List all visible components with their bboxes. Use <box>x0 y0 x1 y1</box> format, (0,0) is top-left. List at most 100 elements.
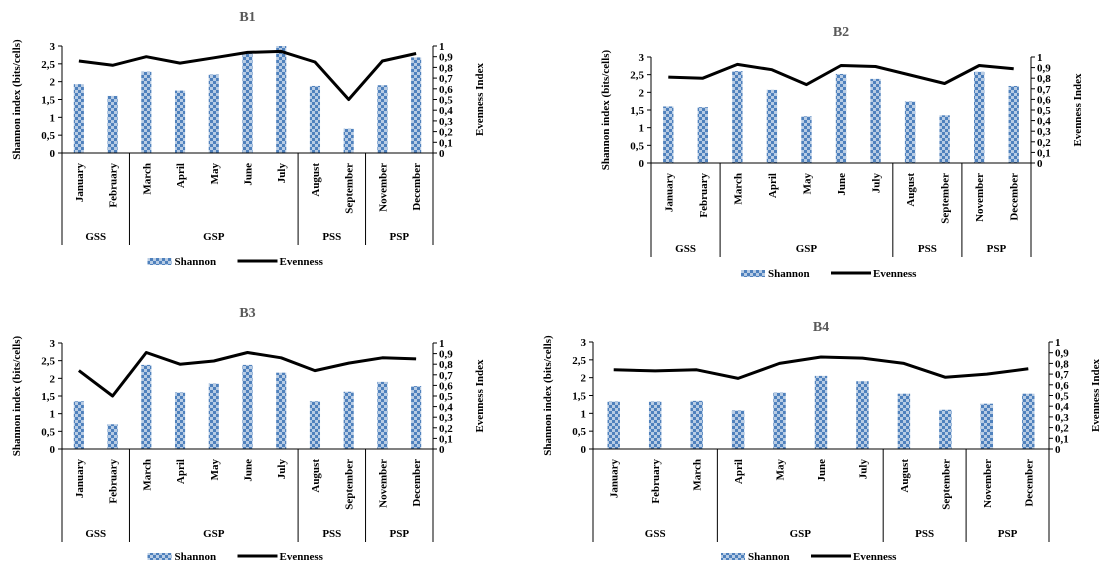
y2-tick-label: 0,6 <box>439 84 453 96</box>
shannon-bar <box>276 46 287 153</box>
y2-tick-label: 0,8 <box>1037 73 1051 85</box>
month-label: July <box>871 173 883 194</box>
month-label: April <box>175 163 187 188</box>
month-label: May <box>209 459 221 481</box>
month-label: March <box>141 459 153 491</box>
shannon-bar <box>343 128 354 153</box>
y-tick-label: 2 <box>50 77 56 89</box>
y2-tick-label: 0,7 <box>1055 369 1069 381</box>
month-label: January <box>609 459 621 499</box>
y-tick-label: 1,5 <box>572 391 586 403</box>
month-label: May <box>801 173 813 195</box>
chart-title: B4 <box>813 320 829 335</box>
y-tick-label: 3 <box>50 338 56 350</box>
shannon-bar <box>107 424 118 449</box>
chart-title: B1 <box>239 10 255 25</box>
month-label: August <box>899 459 911 493</box>
group-label: GSP <box>796 243 818 255</box>
month-label: May <box>209 163 221 185</box>
y-axis-title: Shannon index (bits/cells) <box>542 335 554 456</box>
y-axis-title: Shannon index (bits/cells) <box>11 39 23 160</box>
y2-tick-label: 0,9 <box>439 52 453 64</box>
y-tick-label: 2,5 <box>630 70 644 82</box>
legend-line-label: Evenness <box>853 551 897 563</box>
y2-tick-label: 0,7 <box>1037 84 1051 96</box>
month-label: August <box>310 163 322 197</box>
group-label: PSS <box>322 528 341 540</box>
y2-tick-label: 0 <box>1055 444 1061 456</box>
shannon-bar <box>174 90 186 153</box>
y2-tick-label: 0,4 <box>439 402 453 414</box>
y2-tick-label: 0,4 <box>1037 116 1051 128</box>
legend-bar-swatch <box>721 553 745 560</box>
legend-bar-label: Shannon <box>175 256 217 268</box>
group-label: GSP <box>203 528 225 540</box>
shannon-bar <box>870 78 881 163</box>
shannon-bar <box>377 381 388 449</box>
month-label: November <box>377 163 389 212</box>
y2-tick-label: 0,3 <box>1055 412 1069 424</box>
legend-line-label: Evenness <box>280 551 324 563</box>
y-tick-label: 1 <box>639 123 645 135</box>
shannon-bar <box>309 85 321 153</box>
shannon-bar <box>980 403 994 449</box>
chart-b2: B200,511,522,5300,10,20,30,40,50,60,70,8… <box>600 25 1084 280</box>
month-label: April <box>733 459 745 484</box>
month-label: January <box>74 163 86 203</box>
month-label: May <box>775 459 787 481</box>
month-label: December <box>1009 173 1021 221</box>
y2-tick-label: 0,7 <box>439 73 453 85</box>
chart-b3: B300,511,522,5300,10,20,30,40,50,60,70,8… <box>11 306 486 563</box>
shannon-bar <box>73 401 84 449</box>
y2-axis-title: Evenness Index <box>1072 73 1084 147</box>
shannon-bar <box>856 381 869 449</box>
y2-tick-label: 0,4 <box>439 105 453 117</box>
y-tick-label: 1,5 <box>41 95 55 107</box>
y2-tick-label: 0 <box>439 444 445 456</box>
y2-tick-label: 0,3 <box>439 116 453 128</box>
month-label: September <box>344 459 356 510</box>
shannon-bar <box>141 71 152 153</box>
shannon-bar <box>242 53 253 154</box>
y-tick-label: 2,5 <box>41 356 55 368</box>
shannon-bar <box>377 85 388 153</box>
shannon-bar <box>939 115 950 163</box>
y-tick-label: 0,5 <box>572 426 586 438</box>
y-tick-label: 3 <box>50 41 56 53</box>
y-tick-label: 1 <box>50 112 56 124</box>
y2-tick-label: 0,8 <box>1055 358 1069 370</box>
y2-tick-label: 1 <box>1055 337 1061 349</box>
shannon-bar <box>1022 393 1035 449</box>
y2-tick-label: 0,2 <box>439 423 453 435</box>
shannon-bar <box>107 95 118 153</box>
month-label: September <box>940 459 952 510</box>
month-label: July <box>857 459 869 480</box>
month-label: February <box>108 163 120 208</box>
month-label: June <box>836 173 848 196</box>
month-label: February <box>108 459 120 504</box>
y-tick-label: 3 <box>639 52 645 64</box>
legend-bar-label: Shannon <box>175 551 217 563</box>
shannon-bar <box>939 409 952 449</box>
group-label: GSS <box>85 231 106 243</box>
y-tick-label: 2 <box>581 373 587 385</box>
legend-bar-swatch <box>147 553 172 560</box>
y-tick-label: 2,5 <box>572 355 586 367</box>
shannon-bar <box>174 392 186 449</box>
legend-bar-swatch <box>741 270 765 277</box>
y2-tick-label: 0,1 <box>439 433 453 445</box>
shannon-bar <box>648 401 662 449</box>
shannon-bar <box>309 401 321 449</box>
y2-tick-label: 1 <box>439 338 445 350</box>
chart-b1: B100,511,522,5300,10,20,30,40,50,60,70,8… <box>11 10 486 268</box>
shannon-bar <box>208 74 219 153</box>
month-label: June <box>243 459 255 482</box>
y2-tick-label: 0,2 <box>1037 137 1051 149</box>
y2-tick-label: 0,8 <box>439 62 453 74</box>
month-label: March <box>141 163 153 195</box>
legend-bar-swatch <box>147 258 172 265</box>
shannon-bar <box>773 392 786 449</box>
group-label: PSP <box>987 243 1007 255</box>
y-tick-label: 0,5 <box>630 140 644 152</box>
